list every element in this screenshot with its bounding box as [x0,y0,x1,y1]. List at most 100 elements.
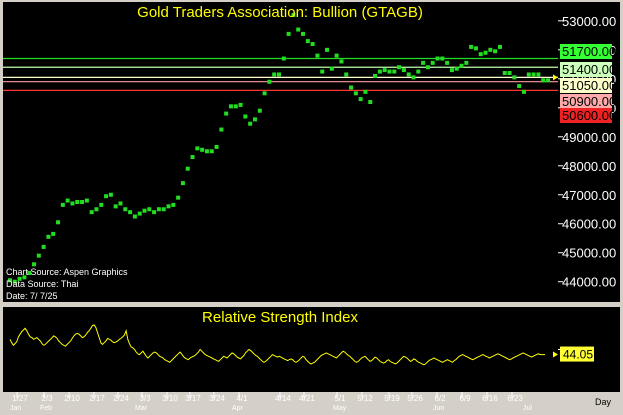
price-point [387,69,392,74]
price-point [310,42,315,47]
price-point [17,276,22,281]
x-month-label: Feb [40,405,52,412]
chart-title: Gold Traders Association: Bullion (GTAGB… [137,4,423,21]
price-point [435,56,440,61]
price-point [349,85,354,90]
x-tick-label: 6/16 [482,394,498,403]
price-point [286,31,291,36]
price-point [358,97,363,102]
level-tag-label: 51700.00 [562,44,616,59]
price-point [493,49,498,54]
price-point [243,114,248,119]
price-point [147,207,152,212]
price-point [272,72,277,77]
price-point [161,207,166,212]
price-point [497,44,502,49]
x-tick-label: 3/24 [209,394,225,403]
price-point [329,66,334,71]
price-point [262,91,267,96]
price-point [41,244,46,249]
price-point [252,117,257,122]
price-point [454,66,459,71]
price-point [339,59,344,64]
date-note: Date: 7/ 7/25 [6,291,58,301]
level-tag-label: 51400.00 [562,62,616,77]
x-tick-label: 3/3 [139,394,151,403]
price-point [75,200,80,204]
x-tick-label: 2/24 [113,394,129,403]
x-tick-label: 2/17 [89,394,105,403]
price-point [84,198,89,203]
price-point [445,60,450,65]
x-tick-label: 5/12 [357,394,373,403]
x-tick-label: 5/1 [334,394,346,403]
price-point [531,72,536,77]
price-point [315,53,320,58]
price-point [483,50,488,55]
price-point [449,68,454,73]
x-month-label: Jun [433,405,444,412]
price-point [401,68,406,73]
price-point [296,27,301,32]
x-axis-day-label: Day [595,397,612,407]
price-point [94,207,99,212]
y-tick-label: 48000.00 [562,159,616,174]
price-point [113,204,118,209]
price-point [12,279,17,284]
price-point [517,84,522,89]
price-point [22,275,27,280]
price-point [204,149,209,154]
price-point [301,31,306,36]
rsi-arrow [553,351,558,358]
price-point [411,75,416,80]
level-tag-label: 50900.00 [562,94,616,109]
price-point [512,75,517,80]
x-month-label: Jan [10,405,21,412]
price-point [440,56,445,61]
x-axis: 1/27 2/3 2/10 2/17 2/24 3/3 3/10 3/17 3/24 4/1 4/1… [10,392,532,412]
y-tick-label: 46000.00 [562,217,616,232]
y-tick-label: 47000.00 [562,188,616,203]
y-tick-label: 44000.00 [562,275,616,290]
price-point [171,202,176,207]
price-point [416,69,421,74]
level-tag-label: 50600.00 [562,108,616,123]
price-point [176,195,181,200]
price-point [430,60,435,65]
x-tick-label: 4/1 [236,394,248,403]
price-point [56,220,61,225]
price-point [89,210,94,215]
price-point [325,47,330,52]
price-point [488,47,493,52]
rsi-tag-box [560,346,594,362]
price-point [373,73,378,78]
price-point [397,65,402,70]
rsi-panel [3,307,558,392]
price-point [353,91,358,96]
price-point [406,72,411,77]
price-point [368,100,373,104]
price-point [425,65,430,70]
price-point [320,69,325,74]
price-point [104,194,109,199]
price-point [464,60,469,65]
price-point [248,121,253,126]
price-point [502,71,507,76]
price-point [137,211,142,216]
price-point [219,127,224,132]
x-month-label: Jul [523,405,532,412]
price-point [123,207,128,212]
level-tag-0 [560,44,612,59]
x-tick-label: 5/26 [407,394,423,403]
price-point [305,39,310,44]
price-point [233,104,238,109]
price-point [185,166,190,171]
level-tag-3 [560,94,612,109]
price-point [152,210,157,215]
price-point [281,56,286,61]
price-point [65,198,70,203]
price-point [473,46,478,51]
